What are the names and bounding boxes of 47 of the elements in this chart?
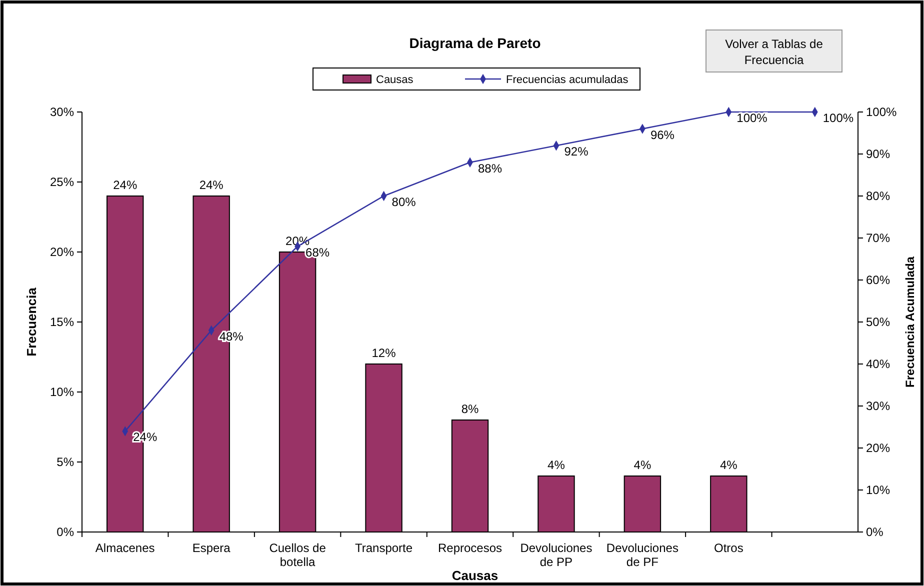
legend-label: Causas xyxy=(376,74,414,86)
y-tick-label: 5% xyxy=(56,455,74,469)
legend-label: Frecuencias acumuladas xyxy=(506,74,629,86)
x-tick-label: Espera xyxy=(192,541,231,555)
y-tick-label: 30% xyxy=(50,105,74,119)
data-label: 96% xyxy=(650,128,675,142)
y2-tick-label: 10% xyxy=(866,483,890,497)
y2-tick-label: 80% xyxy=(866,189,890,203)
y-tick-label: 10% xyxy=(50,385,74,399)
y2-tick-label: 30% xyxy=(866,399,890,413)
x-tick-label: Transporte xyxy=(354,541,413,555)
y2-tick-label: 60% xyxy=(866,273,890,287)
y-axis-title: Frecuencia xyxy=(24,286,39,356)
chart-title: Diagrama de Pareto xyxy=(409,35,541,51)
y-tick-label: 0% xyxy=(56,525,74,539)
data-label: 4% xyxy=(548,458,566,472)
x-tick-label: Devoluciones de PP xyxy=(520,541,592,569)
y2-tick-label: 40% xyxy=(866,357,890,371)
data-label: 4% xyxy=(720,458,738,472)
y2-tick-label: 50% xyxy=(866,315,890,329)
y2-tick-label: 0% xyxy=(866,525,884,539)
button: Volver a Tablas de Frecuencia xyxy=(706,30,842,72)
y2-tick-label: 70% xyxy=(866,231,890,245)
x-tick-label: Almacenes xyxy=(95,541,155,555)
x-tick-label: Reprocesos xyxy=(438,541,502,555)
data-label: 24% xyxy=(113,178,138,192)
y2-tick-label: 20% xyxy=(866,441,890,455)
data-label: 100% xyxy=(736,111,768,125)
y2-tick-label: 90% xyxy=(866,147,890,161)
data-label: 68% xyxy=(306,245,330,260)
x-axis-title: Causas xyxy=(452,568,498,583)
x-tick-label: Cuellos de botella xyxy=(269,541,326,569)
data-label: 88% xyxy=(478,161,502,176)
data-label: 80% xyxy=(392,195,416,209)
data-label: 4% xyxy=(634,458,652,472)
y-tick-label: 20% xyxy=(50,245,74,259)
data-label: 12% xyxy=(372,346,396,360)
data-label: 92% xyxy=(564,144,589,159)
y-tick-label: 15% xyxy=(50,315,74,329)
y2-axis-title: Frecuencia Acumulada xyxy=(903,256,917,388)
data-label: 8% xyxy=(461,402,479,416)
x-tick-label: Otros xyxy=(714,541,744,555)
y2-tick-label: 100% xyxy=(866,105,898,119)
data-label: 100% xyxy=(822,111,854,125)
x-tick-label: Devoluciones de PF xyxy=(606,541,678,569)
data-label: 24% xyxy=(199,178,224,192)
y-tick-label: 25% xyxy=(50,175,74,189)
